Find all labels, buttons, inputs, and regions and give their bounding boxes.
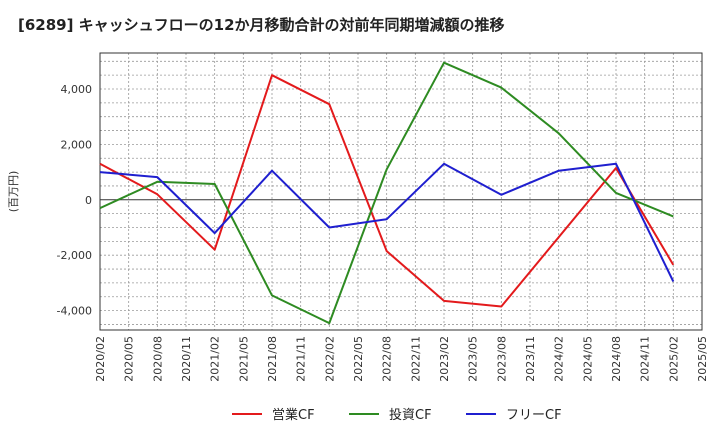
x-tick-label: 2021/05 <box>237 336 250 382</box>
y-tick-label: -4,000 <box>57 305 92 318</box>
x-tick-label: 2021/08 <box>266 336 279 382</box>
y-tick-label: 4,000 <box>61 83 93 96</box>
x-tick-label: 2022/08 <box>381 336 394 382</box>
x-tick-label: 2020/05 <box>123 336 136 382</box>
y-tick-label: 0 <box>85 194 92 207</box>
x-tick-label: 2024/05 <box>581 336 594 382</box>
series-lines <box>99 61 675 325</box>
y-axis-label: (百万円) <box>7 171 20 213</box>
x-tick-label: 2022/02 <box>323 336 336 382</box>
series-line-2 <box>99 61 674 325</box>
x-tick-label: 2020/08 <box>151 336 164 382</box>
x-tick-label: 2023/02 <box>438 336 451 382</box>
x-tick-label: 2021/02 <box>209 336 222 382</box>
y-tick-label: 2,000 <box>61 138 93 151</box>
x-tick-label: 2023/05 <box>467 336 480 382</box>
legend-label-1: 営業CF <box>272 407 315 423</box>
x-tick-label: 2024/11 <box>639 336 652 382</box>
x-tick-label: 2025/05 <box>696 336 709 382</box>
legend-label-3: フリーCF <box>506 408 562 423</box>
legend: 営業CF 投資CF フリーCF <box>232 407 562 423</box>
x-tick-label: 2022/11 <box>409 336 422 382</box>
x-tick-label: 2024/08 <box>610 336 623 382</box>
series-line-3 <box>99 162 675 282</box>
x-tick-label: 2024/02 <box>553 336 566 382</box>
x-tick-label: 2023/08 <box>495 336 508 382</box>
plot-area <box>99 52 703 331</box>
x-tick-label: 2025/02 <box>667 336 680 382</box>
legend-label-2: 投資CF <box>389 407 432 423</box>
y-tick-label: -2,000 <box>57 249 92 262</box>
x-tick-label: 2021/11 <box>295 336 308 382</box>
grid-lines <box>99 53 703 330</box>
x-tick-label: 2020/02 <box>94 336 107 382</box>
chart-title: [6289] キャッシュフローの12か月移動合計の対前年同期増減額の推移 <box>18 16 505 34</box>
series-line-1 <box>99 74 675 308</box>
y-tick-labels: 4,000 2,000 0 -2,000 -4,000 <box>57 83 92 318</box>
x-tick-labels: 2020/02 2020/05 2020/08 2020/11 2021/02 2021/… <box>94 336 709 382</box>
x-tick-label: 2020/11 <box>180 336 193 382</box>
x-tick-label: 2022/05 <box>352 336 365 382</box>
x-tick-label: 2023/11 <box>524 336 537 382</box>
